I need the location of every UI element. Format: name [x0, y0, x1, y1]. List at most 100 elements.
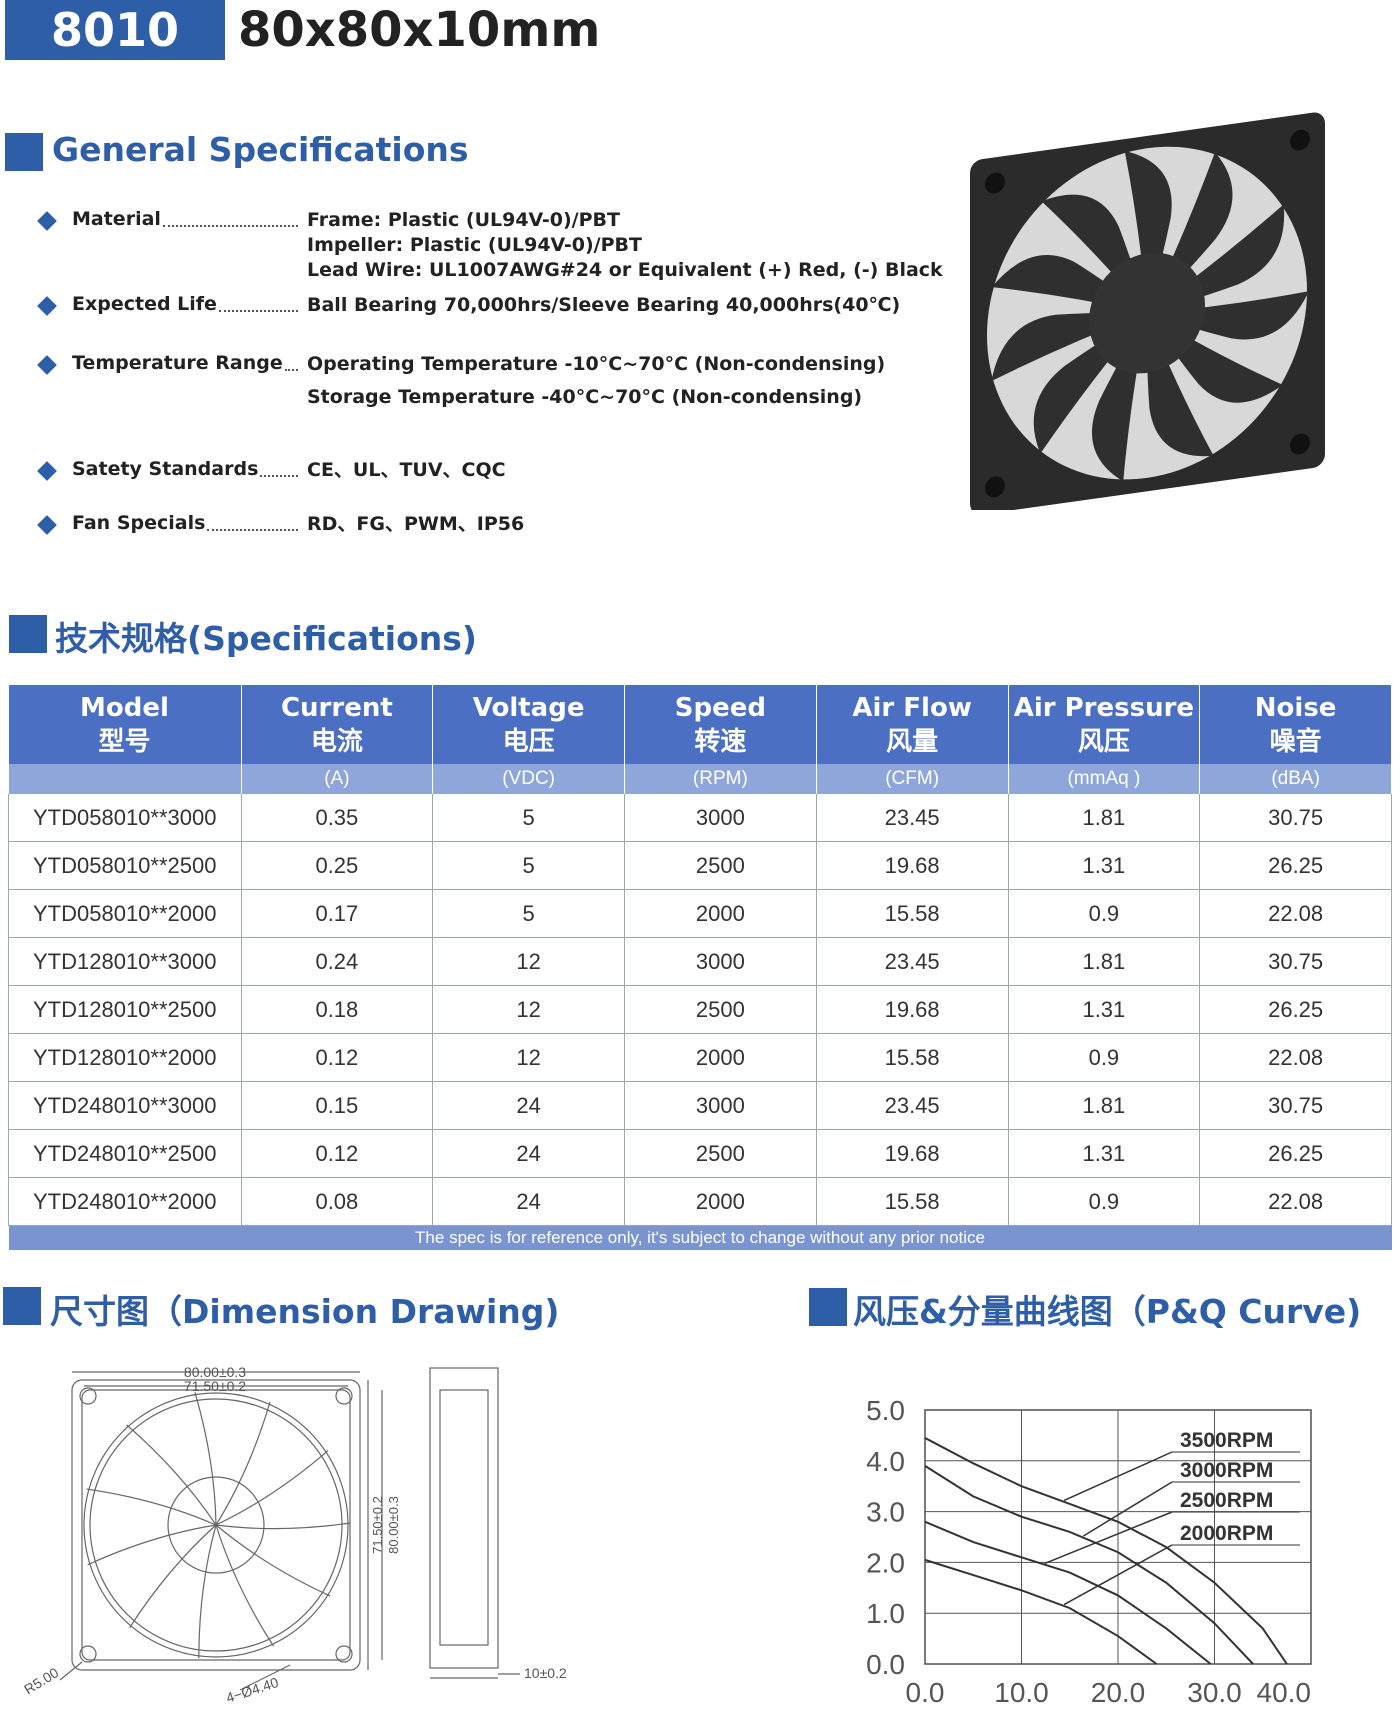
model-cell: YTD248010**2000	[8, 1177, 242, 1226]
value-cell: 30.75	[1199, 937, 1392, 986]
header-zh: 风压	[1077, 726, 1130, 757]
value-cell: 3000	[624, 937, 817, 986]
value-cell: 2500	[624, 985, 817, 1034]
model-cell: YTD248010**3000	[8, 1081, 242, 1130]
x-tick-label: 10.0	[994, 1677, 1049, 1708]
value-cell: 0.25	[241, 841, 434, 890]
dim-label: 80.00±0.3	[386, 1496, 401, 1554]
value-cell: 0.9	[1008, 1033, 1201, 1082]
value-cell: 0.9	[1008, 1177, 1201, 1226]
value-cell: 26.25	[1199, 985, 1392, 1034]
model-cell: YTD058010**3000	[8, 794, 242, 842]
table-row: YTD058010**2500 0.25 5 2500 19.68 1.31 26.25	[8, 841, 1392, 890]
leader-line	[1063, 1451, 1173, 1502]
value-cell: 19.68	[816, 985, 1009, 1034]
value-cell: 19.68	[816, 1129, 1009, 1178]
drawing-blade	[215, 1401, 271, 1526]
spec-value: Frame: Plastic (UL94V-0)/PBT	[307, 209, 620, 231]
leader-dots	[284, 369, 298, 371]
unit-cell: (dBA)	[1199, 764, 1392, 794]
value-cell: 2000	[624, 889, 817, 938]
fan-photo	[970, 112, 1325, 510]
dim-label: 10±0.2	[524, 1665, 567, 1681]
leader-dots	[207, 529, 298, 531]
section-marker	[5, 133, 43, 171]
pq-curve	[924, 1520, 1212, 1665]
drawing-blade	[215, 1524, 331, 1597]
value-cell: 30.75	[1199, 794, 1392, 842]
dim-label: 71.50±0.2	[370, 1496, 385, 1554]
section-marker	[9, 615, 47, 653]
drawing-blade	[198, 1524, 217, 1659]
table-row: YTD058010**2000 0.17 5 2000 15.58 0.9 22.08	[8, 889, 1392, 938]
x-tick-label: 30.0	[1187, 1677, 1242, 1708]
drawing-blade	[87, 1524, 217, 1566]
drawing-blade	[126, 1424, 217, 1526]
table-row: YTD248010**2500 0.12 24 2500 19.68 1.31 26.25	[8, 1129, 1392, 1178]
table-row: YTD248010**3000 0.15 24 3000 23.45 1.81 30.75	[8, 1081, 1392, 1130]
model-cell: YTD248010**2500	[8, 1129, 242, 1178]
dim-label: 71.50±0.2	[184, 1378, 246, 1394]
leader-dots	[218, 310, 298, 312]
value-cell: 0.08	[241, 1177, 434, 1226]
y-tick-label: 3.0	[866, 1497, 905, 1528]
pq-curve	[924, 1558, 1158, 1665]
leader-dots	[162, 225, 298, 227]
unit-cell: (VDC)	[432, 764, 625, 794]
bullet	[37, 211, 57, 231]
model-cell: YTD128010**3000	[8, 937, 242, 986]
value-cell: 0.12	[241, 1033, 434, 1082]
header-zh: 型号	[98, 726, 151, 757]
spec-label: Material	[72, 208, 161, 230]
unit-cell: (mmAq )	[1008, 764, 1201, 794]
pq-curve	[924, 1465, 1254, 1665]
leader-line	[1083, 1481, 1173, 1537]
fan-blade	[1147, 291, 1309, 340]
drawing-blade	[129, 1524, 217, 1629]
header-en: Speed	[674, 692, 766, 723]
value-cell: 12	[432, 985, 625, 1034]
model-cell: YTD058010**2000	[8, 889, 242, 938]
drawing-blade	[194, 1392, 217, 1526]
legend-label: 2500RPM	[1180, 1489, 1273, 1512]
pq-curve	[924, 1437, 1288, 1665]
legend-label: 3500RPM	[1180, 1429, 1273, 1452]
fan-blade	[1147, 204, 1285, 314]
column-header: Voltage 电压	[432, 685, 625, 764]
table-row: YTD248010**2000 0.08 24 2000 15.58 0.9 22.08	[8, 1177, 1392, 1226]
fan-blade	[1033, 313, 1148, 454]
value-cell: 1.81	[1008, 937, 1201, 986]
size-title: 80x80x10mm	[238, 2, 601, 58]
spec-label: Fan Specials	[72, 512, 206, 534]
dim-label: 4−Ø4.40	[224, 1674, 281, 1706]
table-row: YTD128010**2000 0.12 12 2000 15.58 0.9 22.08	[8, 1033, 1392, 1082]
fan-blade	[1041, 194, 1147, 314]
spec-value: Storage Temperature -40°C~70°C (Non-cond…	[307, 386, 863, 408]
value-cell: 0.18	[241, 985, 434, 1034]
section-title: 尺寸图（Dimension Drawing)	[50, 1292, 560, 1331]
drawing-blade	[215, 1524, 275, 1647]
header-en: Current	[280, 692, 393, 723]
footnote-row: The spec is for reference only, it's sub…	[8, 1225, 1392, 1250]
value-cell: 5	[432, 794, 625, 842]
x-tick-label: 20.0	[1091, 1677, 1146, 1708]
value-cell: 2500	[624, 841, 817, 890]
model-cell: YTD128010**2000	[8, 1033, 242, 1082]
value-cell: 2000	[624, 1177, 817, 1226]
value-cell: 15.58	[816, 1177, 1009, 1226]
value-cell: 19.68	[816, 841, 1009, 890]
bullet	[37, 355, 57, 375]
value-cell: 5	[432, 841, 625, 890]
value-cell: 0.9	[1008, 889, 1201, 938]
y-tick-label: 5.0	[866, 1395, 905, 1426]
column-header: Current 电流	[241, 685, 434, 764]
fan-blade	[1146, 313, 1214, 457]
y-tick-label: 2.0	[866, 1547, 905, 1578]
unit-cell: (A)	[241, 764, 434, 794]
value-cell: 12	[432, 937, 625, 986]
drawing-blade	[215, 1522, 351, 1530]
fan-blade	[991, 312, 1147, 382]
value-cell: 1.31	[1008, 841, 1201, 890]
legend-label: 2000RPM	[1180, 1522, 1273, 1545]
dim-label: 80.00±0.3	[184, 1364, 246, 1380]
